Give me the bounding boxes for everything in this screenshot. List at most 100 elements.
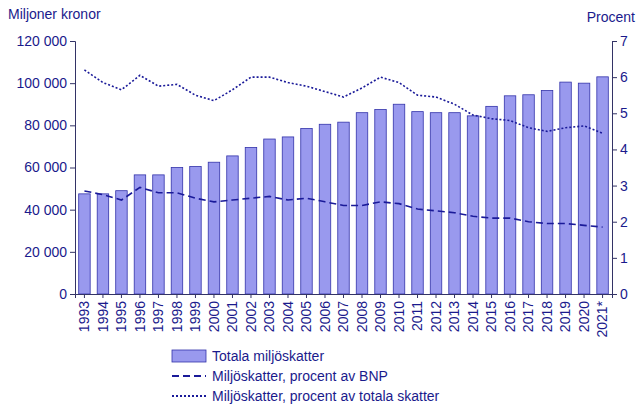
tick: 7 — [612, 33, 628, 49]
tick-mark — [306, 294, 307, 298]
tick-label: 2004 — [280, 301, 296, 332]
tick-label: 120 000 — [16, 33, 67, 49]
tick: 2013 — [446, 294, 462, 332]
tick-label: 0 — [59, 286, 67, 302]
tick: 2 — [612, 214, 628, 230]
legend-label: Miljöskatter, procent av totala skatter — [212, 388, 440, 404]
tick-label: 1994 — [95, 301, 111, 332]
tick: 2000 — [206, 294, 222, 332]
tick-label: 1995 — [113, 301, 129, 332]
tick-mark — [612, 222, 617, 223]
tick-mark — [70, 252, 75, 253]
tick: 4 — [612, 141, 628, 157]
tick: 100 000 — [16, 75, 75, 91]
tick-label: 2007 — [335, 301, 351, 332]
tick-label: 2003 — [261, 301, 277, 332]
tick-mark — [417, 294, 418, 298]
tick-mark — [547, 294, 548, 298]
bar — [264, 139, 275, 294]
tick-label: 2013 — [446, 301, 462, 332]
tick-mark — [287, 294, 288, 298]
tick: 2021* — [594, 294, 610, 338]
tick: 1999 — [187, 294, 203, 332]
tick-label: 7 — [620, 33, 628, 49]
tick-mark — [70, 210, 75, 211]
tick: 1996 — [132, 294, 148, 332]
bar — [504, 96, 515, 294]
y-axis: 020 00040 00060 00080 000100 000120 000 — [16, 33, 75, 302]
tick-mark — [612, 186, 617, 187]
tick-label: 40 000 — [24, 202, 67, 218]
tick-label: 1998 — [169, 301, 185, 332]
tick-label: 1 — [620, 250, 628, 266]
legend-item: Miljöskatter, procent av BNP — [172, 368, 388, 384]
bar — [97, 194, 108, 294]
tick-label: 1997 — [150, 301, 166, 332]
tick-label: 3 — [620, 178, 628, 194]
tick-label: 1999 — [187, 301, 203, 332]
tick-mark — [454, 294, 455, 298]
bar — [208, 162, 219, 294]
tick: 1 — [612, 250, 628, 266]
tick-label: 100 000 — [16, 75, 67, 91]
line — [84, 70, 602, 133]
chart: 020 00040 00060 00080 000100 000120 0000… — [0, 0, 643, 416]
tick: 2007 — [335, 294, 351, 332]
bar — [79, 194, 90, 294]
tick-mark — [250, 294, 251, 298]
tick-label: 2016 — [502, 301, 518, 332]
tick: 2003 — [261, 294, 277, 332]
bar — [338, 122, 349, 294]
bar — [116, 191, 127, 294]
axis-line — [613, 42, 618, 295]
tick-mark — [565, 294, 566, 298]
tick: 5 — [612, 105, 628, 121]
tick-label: 0 — [620, 286, 628, 302]
bar — [449, 113, 460, 294]
tick: 2001 — [224, 294, 240, 332]
tick-label: 2 — [620, 214, 628, 230]
axis-line — [76, 295, 613, 299]
tick-mark — [362, 294, 363, 298]
tick-mark — [612, 149, 617, 150]
tick-mark — [213, 294, 214, 298]
tick-label: 2021* — [594, 300, 610, 337]
tick: 2002 — [243, 294, 259, 332]
tick-label: 2010 — [391, 301, 407, 332]
tick-mark — [528, 294, 529, 298]
marks — [79, 70, 609, 294]
tick: 40 000 — [24, 202, 75, 218]
tick: 2016 — [502, 294, 518, 332]
bar — [190, 166, 201, 294]
tick-mark — [491, 294, 492, 298]
tick-label: 6 — [620, 69, 628, 85]
tick: 2009 — [372, 294, 388, 332]
tick-label: 2006 — [317, 301, 333, 332]
bar — [560, 82, 571, 294]
tick-mark — [436, 294, 437, 298]
bar — [319, 124, 330, 294]
tick-mark — [473, 294, 474, 298]
tick-mark — [176, 294, 177, 298]
bar — [282, 137, 293, 294]
tick-mark — [612, 113, 617, 114]
tick-label: 2008 — [354, 301, 370, 332]
bar — [227, 156, 238, 294]
legend-item: Totala miljöskatter — [172, 348, 324, 364]
y2-axis: 0 1 2 3 4 5 6 7 — [612, 33, 628, 302]
tick: 2004 — [280, 294, 296, 332]
bar — [486, 106, 497, 294]
tick-label: 1993 — [76, 301, 92, 332]
tick-mark — [158, 294, 159, 298]
tick: 20 000 — [24, 244, 75, 260]
axis-line — [70, 42, 76, 295]
tick: 1997 — [150, 294, 166, 332]
tick-mark — [269, 294, 270, 298]
y2-axis-title: Procent — [587, 9, 635, 25]
tick: 0 — [612, 286, 628, 302]
tick-label: 2000 — [206, 301, 222, 332]
tick-mark — [195, 294, 196, 298]
tick-label: 20 000 — [24, 244, 67, 260]
tick: 6 — [612, 69, 628, 85]
legend: Totala miljöskatter Miljöskatter, procent… — [172, 348, 440, 404]
